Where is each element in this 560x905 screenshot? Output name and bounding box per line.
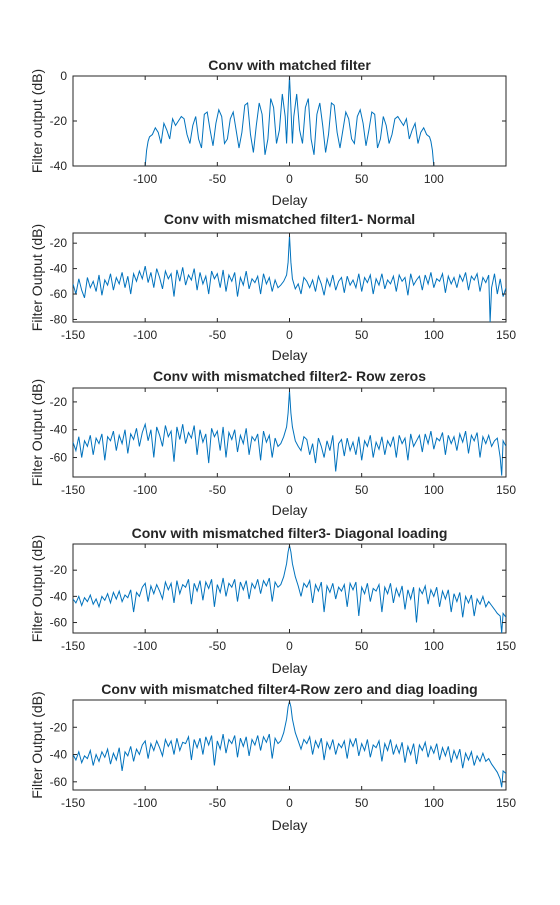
x-tick-label: 50 [355,483,369,497]
x-axis-label: Delay [272,660,308,676]
y-tick-label: -40 [50,262,68,276]
subplot-3: Conv with mismatched filter2- Row zeros … [29,368,516,518]
y-tick-label: -60 [50,451,68,465]
x-axis-label: Delay [272,192,308,208]
x-tick-label: 100 [424,796,444,810]
x-tick-label: -50 [209,328,227,342]
x-tick-label: 100 [424,483,444,497]
y-tick-label: -40 [50,589,68,603]
chart-title: Conv with mismatched filter2- Row zeros [153,368,426,384]
x-tick-label: -100 [133,639,157,653]
x-tick-label: 100 [424,172,444,186]
x-axis-label: Delay [272,502,308,518]
x-tick-label: 150 [496,639,516,653]
chart-title: Conv with mismatched filter3- Diagonal l… [132,525,448,541]
y-tick-label: -20 [50,395,68,409]
x-axis-label: Delay [272,817,308,833]
y-tick-label: -60 [50,287,68,301]
x-tick-label: -50 [209,483,227,497]
x-axis-label: Delay [272,347,308,363]
x-tick-label: -50 [209,639,227,653]
series-line [144,76,435,166]
x-tick-label: -100 [133,796,157,810]
x-tick-label: -50 [209,796,227,810]
y-tick-label: -20 [50,236,68,250]
y-axis-label: Filter Output (dB) [29,691,45,798]
chart-title: Conv with matched filter [208,57,371,73]
x-tick-label: -100 [133,172,157,186]
y-tick-label: 0 [60,69,67,83]
subplot-5: Conv with mismatched filter4-Row zero an… [29,681,516,833]
series-line [73,545,506,633]
y-tick-label: -20 [50,114,68,128]
y-tick-label: -20 [50,563,68,577]
x-tick-label: -150 [61,639,85,653]
x-tick-label: -100 [133,483,157,497]
y-axis-label: Filter Output (dB) [29,379,45,486]
y-tick-label: -60 [50,775,68,789]
series-line [73,390,506,476]
y-tick-label: -40 [50,748,68,762]
x-tick-label: -150 [61,483,85,497]
x-tick-label: 0 [286,796,293,810]
subplot-2: Conv with mismatched filter1- Normal Del… [29,211,516,363]
y-tick-label: -60 [50,616,68,630]
x-tick-label: 150 [496,328,516,342]
x-tick-label: 0 [286,483,293,497]
x-tick-label: 50 [355,796,369,810]
x-tick-label: 0 [286,639,293,653]
x-tick-label: -150 [61,796,85,810]
chart-title: Conv with mismatched filter1- Normal [164,211,415,227]
y-axis-label: Filter Output (dB) [29,224,45,331]
subplot-4: Conv with mismatched filter3- Diagonal l… [29,525,516,676]
y-axis-label: Filter Output (dB) [29,535,45,642]
x-tick-label: 0 [286,172,293,186]
x-tick-label: 150 [496,796,516,810]
x-tick-label: -100 [133,328,157,342]
x-tick-label: 150 [496,483,516,497]
y-tick-label: -40 [50,423,68,437]
chart-title: Conv with mismatched filter4-Row zero an… [101,681,477,697]
x-tick-label: 50 [355,639,369,653]
y-tick-label: -20 [50,720,68,734]
y-tick-label: -40 [50,159,68,173]
x-tick-label: 100 [424,328,444,342]
x-tick-label: 100 [424,639,444,653]
x-tick-label: 50 [355,172,369,186]
x-tick-label: 50 [355,328,369,342]
x-tick-label: -150 [61,328,85,342]
x-tick-label: 0 [286,328,293,342]
y-tick-label: -80 [50,312,68,326]
series-line [73,700,506,788]
x-tick-label: -50 [209,172,227,186]
subplot-1: Conv with matched filter Delay Filter ou… [29,57,507,208]
y-axis-label: Filter output (dB) [29,69,45,173]
series-line [73,235,506,322]
